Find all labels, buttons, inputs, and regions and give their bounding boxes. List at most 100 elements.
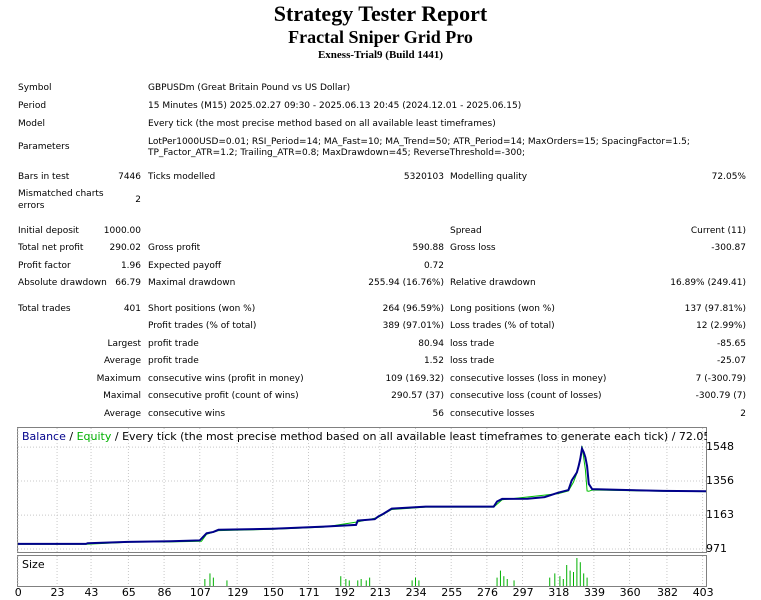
bars-value: 7446 <box>118 172 141 182</box>
maximal-consecutive-loss-label: consecutive loss (count of losses) <box>450 391 602 401</box>
gross-loss-label: Gross loss <box>450 243 496 253</box>
average-consecutive-wins-label: consecutive wins <box>148 409 226 419</box>
max-consecutive-losses-value: 7 (-300.79) <box>695 374 746 384</box>
long-positions-label: Long positions (won %) <box>450 304 555 314</box>
bars-label: Bars in test <box>18 172 70 182</box>
expected-payoff-label: Expected payoff <box>148 261 222 271</box>
mismatch-label-2: errors <box>18 201 45 211</box>
x-tick-label: 0 <box>14 586 22 599</box>
loss-trades-label: Loss trades (% of total) <box>450 321 555 331</box>
y-tick-label: 1163 <box>706 508 734 522</box>
legend-equity: Equity <box>77 430 112 443</box>
x-tick-label: 86 <box>157 586 172 599</box>
x-tick-label: 23 <box>50 586 65 599</box>
average-consecutive-losses-label: consecutive losses <box>450 409 535 419</box>
legend-balance: Balance <box>22 430 66 443</box>
x-tick-label: 65 <box>121 586 136 599</box>
symbol-label: Symbol <box>18 83 52 93</box>
x-tick-label: 213 <box>369 586 391 599</box>
chart-grid <box>17 428 706 552</box>
y-tick-label: 1356 <box>706 474 734 488</box>
x-tick-label: 276 <box>476 586 498 599</box>
parameters-line-2: TP_Factor_ATR=1.2; Trailing_ATR=0.8; Max… <box>148 148 526 158</box>
spread-label: Spread <box>450 226 482 236</box>
x-tick-label: 150 <box>262 586 284 599</box>
balance-series-line <box>18 445 707 545</box>
x-tick-label: 382 <box>657 586 679 599</box>
relative-drawdown-label: Relative drawdown <box>450 278 536 288</box>
average-consecutive-wins-value: 56 <box>432 409 444 419</box>
largest-loss-value: -85.65 <box>716 339 746 349</box>
x-tick-label: 360 <box>619 586 641 599</box>
x-tick-label: 403 <box>692 586 714 599</box>
average-profit-value: 1.52 <box>423 356 444 366</box>
x-tick-label: 234 <box>405 586 427 599</box>
max-consecutive-wins-label: consecutive wins (profit in money) <box>148 374 304 384</box>
x-tick-label: 339 <box>583 586 605 599</box>
x-tick-label: 255 <box>441 586 463 599</box>
gross-profit-label: Gross profit <box>148 243 201 253</box>
net-profit-value: 290.02 <box>109 243 142 253</box>
largest-profit-value: 80.94 <box>418 339 444 349</box>
parameters-label: Parameters <box>18 142 70 152</box>
y-tick-label: 971 <box>706 542 727 556</box>
gross-loss-value: -300.87 <box>711 243 746 253</box>
size-chart: Size <box>17 555 707 587</box>
x-tick-label: 129 <box>227 586 249 599</box>
relative-drawdown-value: 16.89% (249.41) <box>670 278 746 288</box>
report-title: Strategy Tester Report <box>273 1 488 26</box>
period-label: Period <box>18 101 47 111</box>
mismatch-label: Mismatched charts <box>18 189 104 199</box>
x-tick-label: 107 <box>189 586 211 599</box>
size-label: Size <box>22 558 45 571</box>
x-tick-label: 297 <box>512 586 534 599</box>
period-value: 15 Minutes (M15) 2025.02.27 09:30 - 2025… <box>148 101 522 111</box>
legend-separator: / <box>66 430 77 443</box>
absolute-drawdown-value: 66.79 <box>115 278 141 288</box>
symbol-value: GBPUSDm (Great Britain Pound vs US Dolla… <box>148 83 351 93</box>
profit-trades-value: 389 (97.01%) <box>382 321 444 331</box>
maximal-label: Maximal <box>103 391 141 401</box>
max-consecutive-losses-label: consecutive losses (loss in money) <box>450 374 607 384</box>
balance-chart: Balance / Equity / Every tick (the most … <box>17 427 707 553</box>
mismatch-value: 2 <box>135 195 141 205</box>
profit-factor-value: 1.96 <box>120 261 141 271</box>
largest-label: Largest <box>107 339 141 349</box>
maximal-consecutive-loss-value: -300.79 (7) <box>695 391 746 401</box>
model-label: Model <box>18 119 46 129</box>
y-tick-label: 1548 <box>706 440 734 454</box>
size-bars <box>204 558 588 586</box>
deposit-value: 1000.00 <box>103 226 141 236</box>
parameters-line-1: LotPer1000USD=0.01; RSI_Period=14; MA_Fa… <box>148 137 690 147</box>
average-loss-label: loss trade <box>450 356 495 366</box>
expert-name: Fractal Sniper Grid Pro <box>288 27 473 47</box>
chart-legend: Balance / Equity / Every tick (the most … <box>22 430 707 443</box>
average-loss-value: -25.07 <box>716 356 746 366</box>
maximal-consecutive-profit-label: consecutive profit (count of wins) <box>148 391 299 401</box>
maximum-label: Maximum <box>96 374 141 384</box>
total-trades-value: 401 <box>123 304 141 314</box>
legend-description: / Every tick (the most precise method ba… <box>111 430 707 443</box>
profit-trades-label: Profit trades (% of total) <box>148 321 257 331</box>
size-chart-frame <box>17 555 707 587</box>
largest-loss-label: loss trade <box>450 339 495 349</box>
average-profit-label: profit trade <box>148 356 199 366</box>
average-consecutive-label: Average <box>104 409 141 419</box>
maximal-drawdown-value: 255.94 (16.76%) <box>368 278 444 288</box>
x-tick-label: 192 <box>334 586 356 599</box>
x-tick-label: 43 <box>84 586 99 599</box>
long-positions-value: 137 (97.81%) <box>684 304 746 314</box>
short-positions-label: Short positions (won %) <box>148 304 256 314</box>
x-tick-label: 171 <box>298 586 320 599</box>
max-consecutive-wins-value: 109 (169.32) <box>385 374 444 384</box>
short-positions-value: 264 (96.59%) <box>382 304 444 314</box>
deposit-label: Initial deposit <box>18 226 79 236</box>
model-value: Every tick (the most precise method base… <box>148 119 496 129</box>
quality-label: Modelling quality <box>450 172 528 182</box>
maximal-consecutive-profit-value: 290.57 (37) <box>391 391 444 401</box>
net-profit-label: Total net profit <box>18 243 84 253</box>
largest-profit-label: profit trade <box>148 339 199 349</box>
size-chart-grid <box>17 556 704 586</box>
spread-value: Current (11) <box>690 226 746 236</box>
average-label: Average <box>104 356 141 366</box>
